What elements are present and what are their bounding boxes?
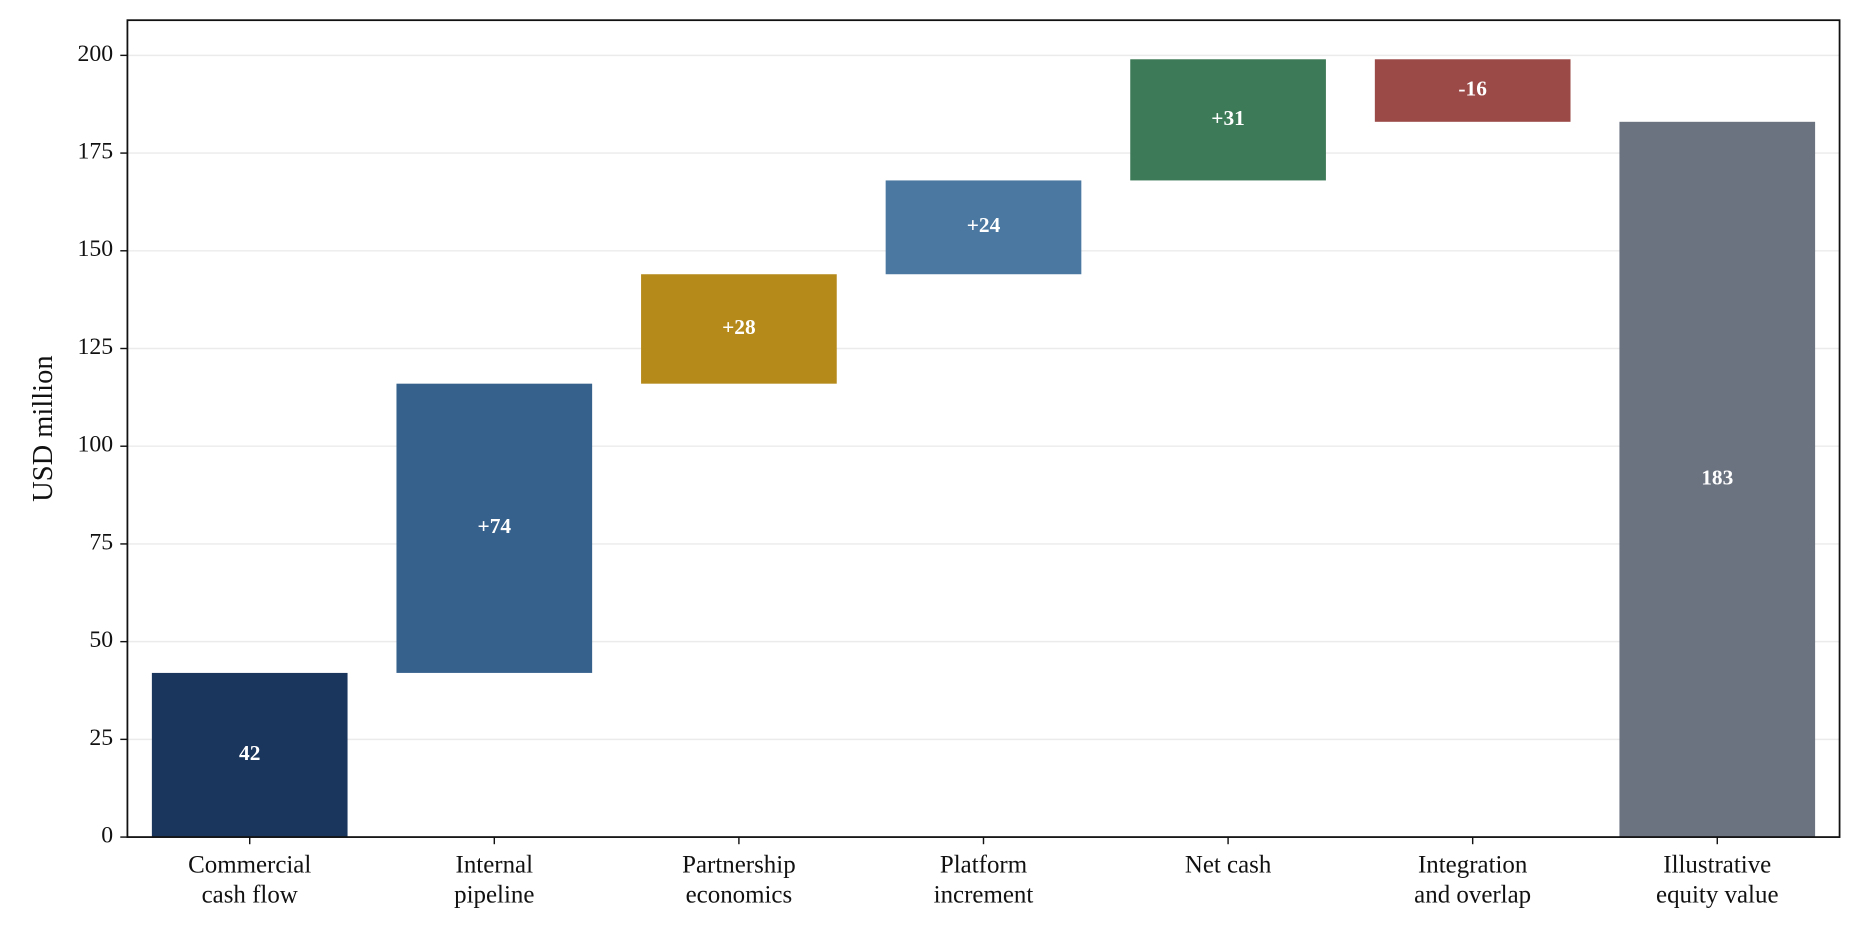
bar [1130, 59, 1326, 181]
value-label: +31 [1211, 106, 1245, 130]
x-tick-label: Platform increment [934, 852, 1034, 909]
y-tick-label: 150 [78, 236, 114, 262]
y-axis-label: USD million [28, 355, 59, 501]
y-tick-label: 100 [78, 432, 114, 458]
y-tick-label: 50 [89, 627, 113, 653]
value-label: +28 [722, 315, 756, 339]
y-tick-label: 200 [78, 41, 114, 67]
value-label: +74 [478, 514, 512, 538]
x-tick-label: Internal pipeline [454, 852, 534, 909]
value-label: 183 [1701, 465, 1733, 489]
x-tick-label: Partnership economics [682, 852, 796, 909]
x-tick-label: Commercial cash flow [188, 852, 311, 909]
x-tick-label: Integration and overlap [1414, 852, 1531, 909]
y-tick-label: 125 [78, 334, 114, 360]
bar [396, 383, 593, 673]
bar [885, 180, 1082, 275]
x-tick-label: Net cash [1185, 852, 1272, 879]
y-tick-label: 175 [78, 139, 114, 165]
y-tick-label: 0 [101, 823, 113, 849]
y-tick-label: 25 [89, 725, 113, 751]
bar [1619, 121, 1816, 838]
x-tick-label: Illustrative equity value [1656, 852, 1779, 909]
value-label: 42 [239, 741, 260, 765]
y-tick-label: 75 [89, 529, 113, 555]
value-label: +24 [967, 213, 1001, 237]
bar [641, 274, 837, 384]
plot-frame [126, 19, 1841, 838]
bar [1374, 59, 1571, 122]
value-label: -16 [1458, 76, 1487, 100]
bar [151, 672, 348, 838]
